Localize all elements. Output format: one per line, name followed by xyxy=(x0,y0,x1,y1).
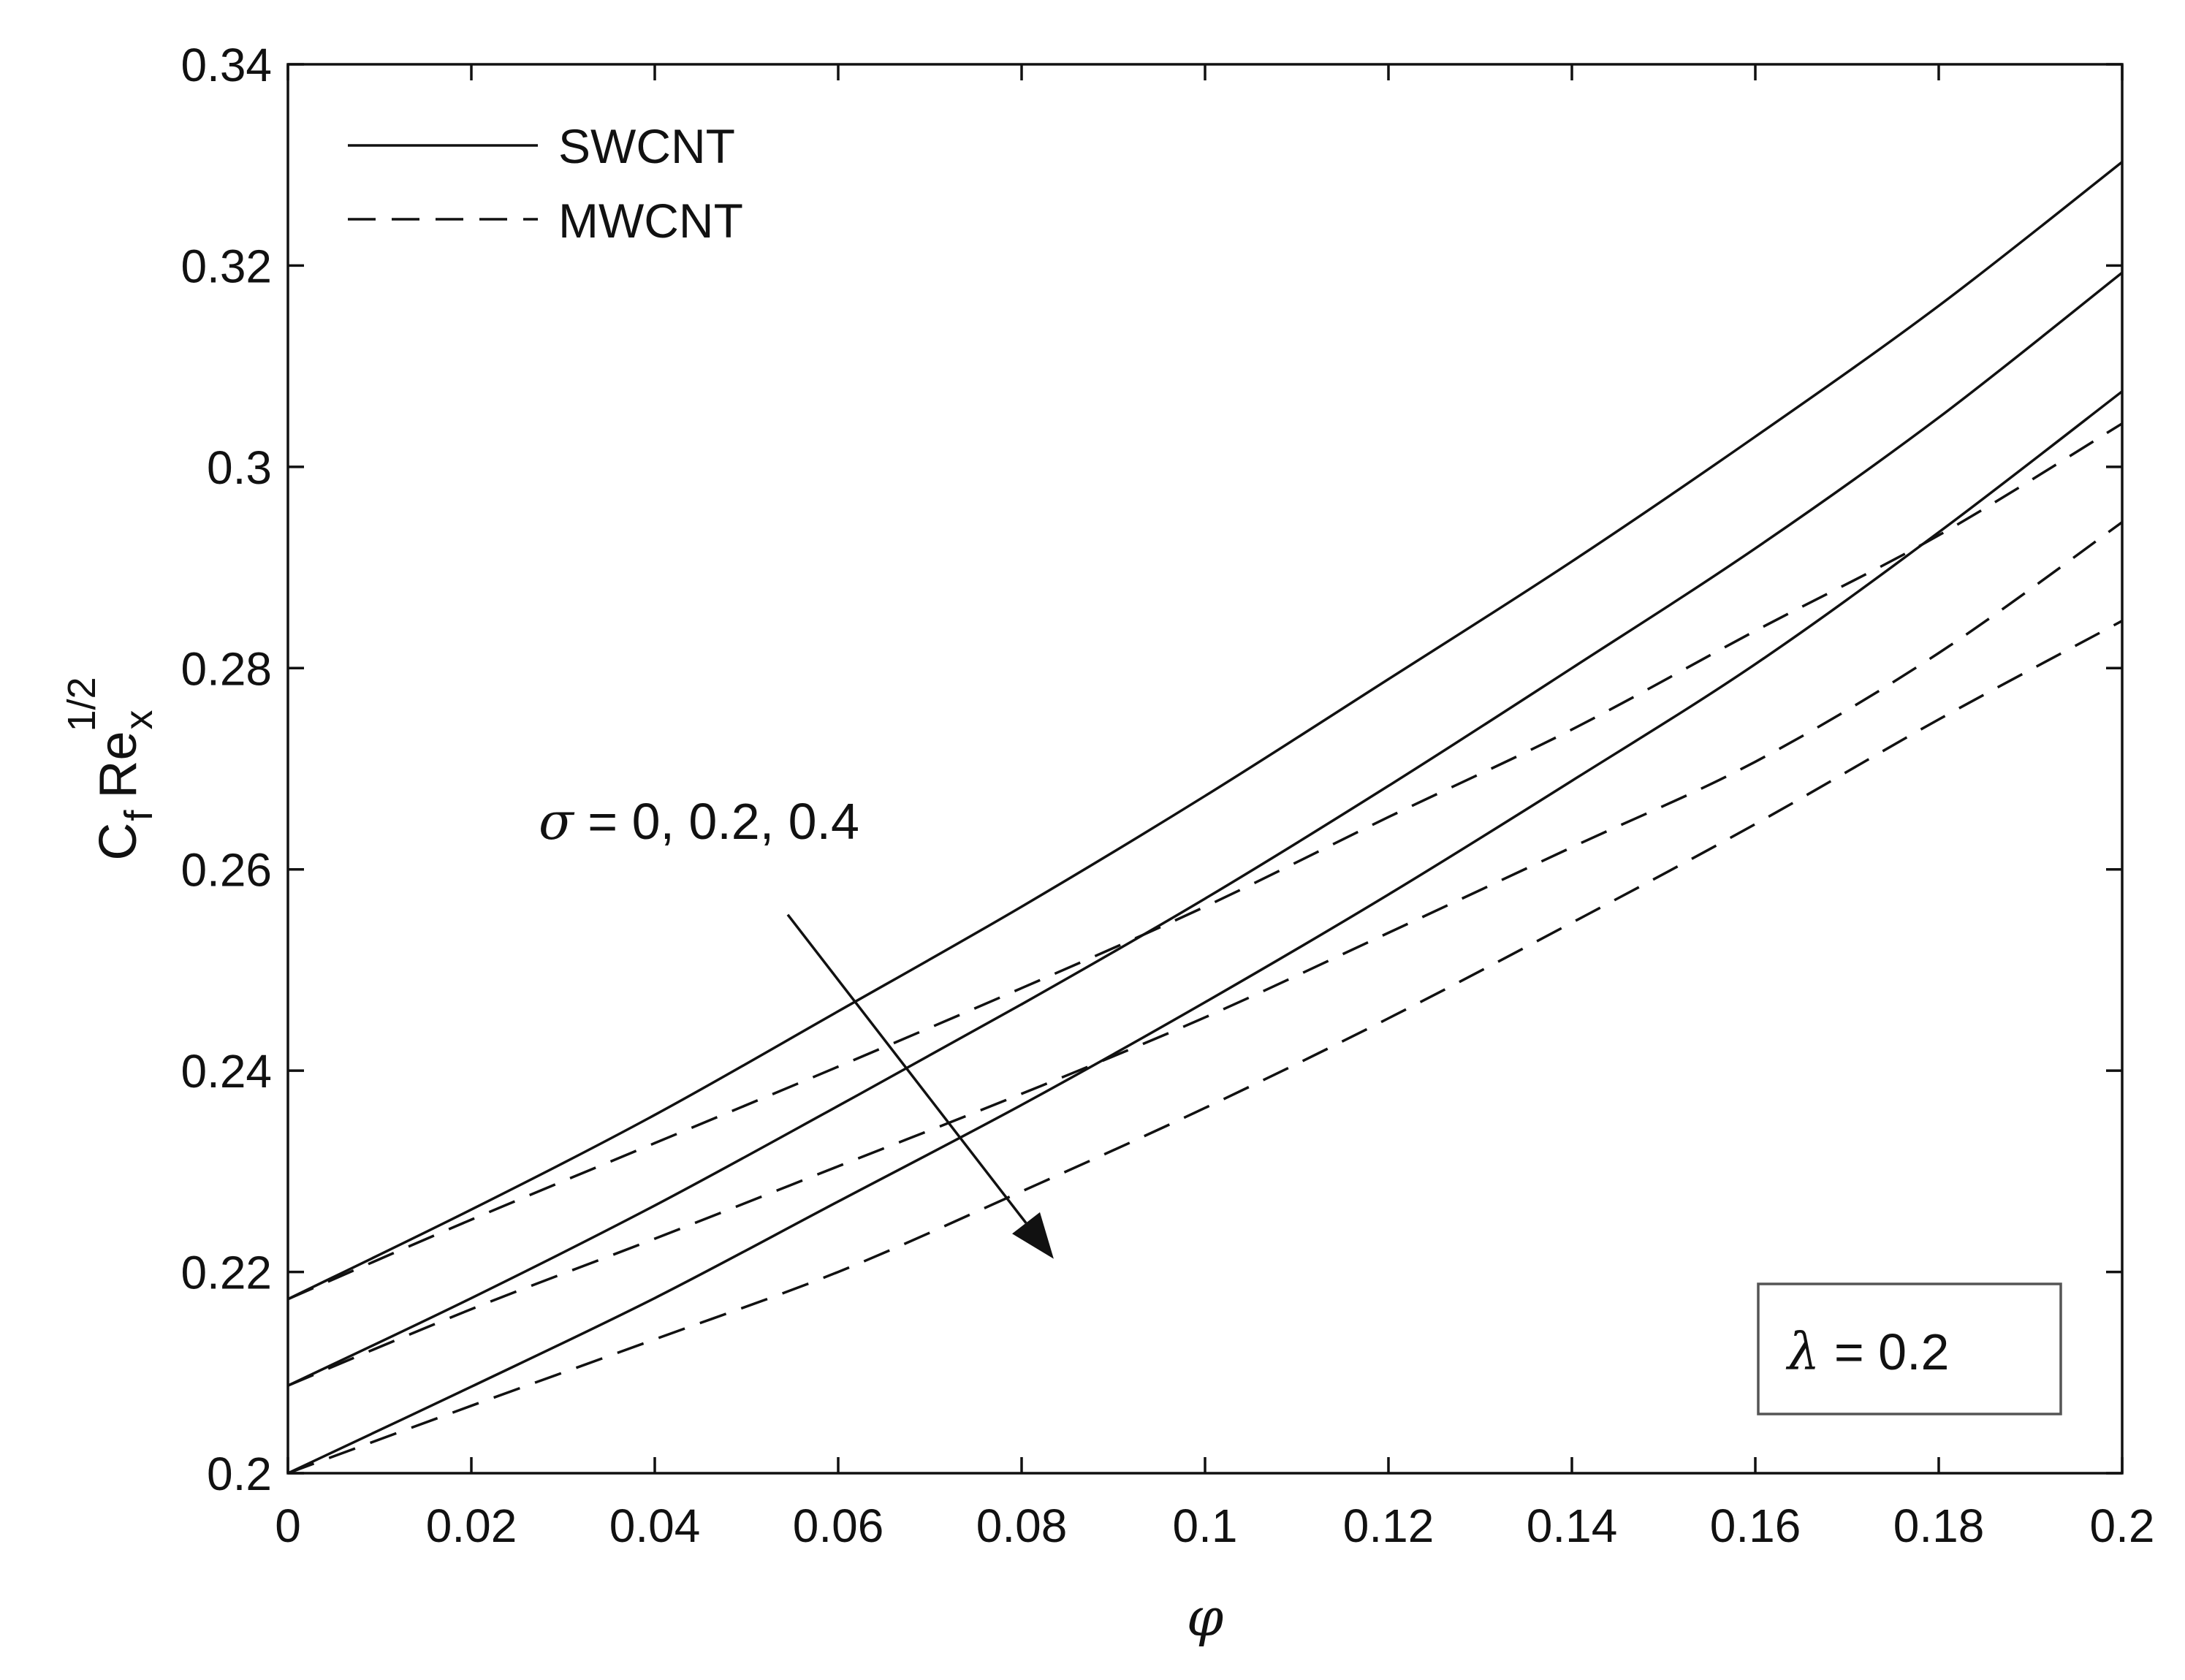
y-axis-title-main-sub: f xyxy=(117,810,161,821)
series-line-mwcnt-sigma-0-2 xyxy=(288,521,2122,1387)
y-tick-label: 0.34 xyxy=(180,39,272,91)
svg-text:CfRex1/2: Cf Rex 1/2 xyxy=(60,677,161,860)
sigma-annotation-text: = 0, 0.2, 0.4 xyxy=(574,793,859,850)
x-tick-label: 0.1 xyxy=(1173,1500,1238,1552)
y-axis-title-second-sub: x xyxy=(117,710,161,730)
x-tick-label: 0.2 xyxy=(2090,1500,2155,1552)
series-line-swcnt-sigma-0-2 xyxy=(288,271,2122,1387)
legend: SWCNT MWCNT xyxy=(348,119,743,248)
y-tick-label: 0.22 xyxy=(180,1247,272,1299)
x-tick-label: 0.08 xyxy=(976,1500,1068,1552)
lambda-annotation: λ = 0.2 xyxy=(1785,1322,1949,1382)
y-tick-label: 0.26 xyxy=(180,844,272,897)
x-tick-label: 0.04 xyxy=(609,1500,701,1552)
sigma-annotation: σ = 0, 0.2, 0.4 xyxy=(539,791,859,851)
lambda-box: λ = 0.2 xyxy=(1757,1282,2062,1415)
x-tick-label: 0 xyxy=(275,1500,301,1552)
y-tick-label: 0.28 xyxy=(180,642,272,695)
axis-tick-labels: 0 0.02 0.04 0.06 0.08 0.1 0.12 0.14 0.16 0.18 0.2 0… xyxy=(180,39,2154,1552)
lambda-annotation-text: = 0.2 xyxy=(1820,1323,1949,1380)
series-line-swcnt-sigma-0-4 xyxy=(288,390,2122,1473)
y-tick-label: 0.24 xyxy=(180,1045,272,1098)
axis-ticks xyxy=(286,63,2124,1475)
x-tick-label: 0.16 xyxy=(1710,1500,1801,1552)
y-tick-label: 0.2 xyxy=(207,1448,272,1500)
y-axis-title-second: Re xyxy=(89,731,148,799)
legend-label-mwcnt: MWCNT xyxy=(558,194,743,248)
sigma-arrow xyxy=(786,913,1054,1259)
x-tick-label: 0.14 xyxy=(1527,1500,1618,1552)
lambda-box-border xyxy=(1757,1282,2062,1415)
series-layer xyxy=(288,161,2122,1473)
sigma-arrow-shaft xyxy=(786,913,1027,1224)
y-axis-title: Cf Rex 1/2 xyxy=(60,677,161,860)
series-line-swcnt-sigma-0 xyxy=(288,161,2122,1301)
x-tick-label: 0.06 xyxy=(793,1500,884,1552)
x-tick-label: 0.12 xyxy=(1343,1500,1434,1552)
legend-label-swcnt: SWCNT xyxy=(558,119,735,173)
sigma-arrow-head xyxy=(1012,1212,1054,1259)
y-axis-title-second-sup: 1/2 xyxy=(60,677,104,731)
y-axis-title-main: C xyxy=(89,823,148,861)
x-axis-title: φ xyxy=(1187,1586,1224,1648)
series-line-mwcnt-sigma-0 xyxy=(288,422,2122,1301)
y-tick-label: 0.3 xyxy=(207,441,272,494)
sigma-symbol: σ xyxy=(539,791,575,851)
y-tick-label: 0.32 xyxy=(180,240,272,292)
x-tick-label: 0.02 xyxy=(426,1500,517,1552)
plot-frame xyxy=(286,63,2124,1475)
x-tick-label: 0.18 xyxy=(1893,1500,1985,1552)
lambda-symbol: λ xyxy=(1785,1322,1820,1382)
series-line-mwcnt-sigma-0-4 xyxy=(288,620,2122,1473)
